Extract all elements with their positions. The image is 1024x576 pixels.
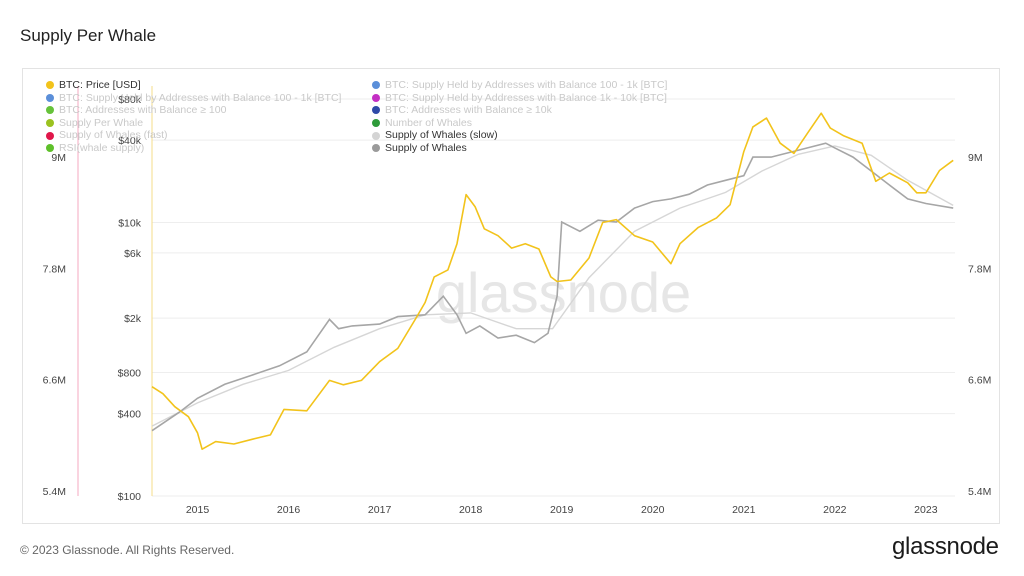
legend-item[interactable]: Supply of Whales (fast) <box>46 129 341 142</box>
legend-right: BTC: Supply Held by Addresses with Balan… <box>372 79 667 155</box>
legend-item[interactable]: RSI(whale supply) <box>46 142 341 155</box>
y-outer-tick-label: 7.8M <box>43 263 66 275</box>
chart-frame <box>22 68 1000 524</box>
legend-label: Number of Whales <box>385 116 472 129</box>
legend-dot-icon <box>46 93 54 102</box>
chart-title: Supply Per Whale <box>20 26 157 45</box>
legend-dot-icon <box>372 106 380 115</box>
legend-item[interactable]: Number of Whales <box>372 117 667 130</box>
legend-dot-icon <box>372 81 380 90</box>
y-left-tick-label: $400 <box>118 409 142 421</box>
legend-dot-icon <box>46 81 54 90</box>
legend-item[interactable]: BTC: Price [USD] <box>46 79 341 92</box>
x-tick-label: 2023 <box>914 504 938 516</box>
legend-item[interactable]: BTC: Addresses with Balance ≥ 10k <box>372 104 667 117</box>
series-btc-price-line <box>151 112 954 450</box>
y-left-tick-label: $10k <box>118 217 142 229</box>
legend-item[interactable]: BTC: Supply Held by Addresses with Balan… <box>372 92 667 105</box>
y-left-tick-label: $800 <box>118 368 142 380</box>
y-left-tick-label: $100 <box>118 491 142 503</box>
y-right-tick-label: 6.6M <box>968 375 991 387</box>
x-tick-label: 2020 <box>641 504 665 516</box>
y-left-tick-label: $80k <box>118 94 142 106</box>
x-tick-label: 2016 <box>277 504 301 516</box>
legend-item[interactable]: Supply of Whales <box>372 142 667 155</box>
legend-item[interactable]: BTC: Addresses with Balance ≥ 100 <box>46 104 341 117</box>
legend-dot-icon <box>46 131 54 140</box>
legend-label: BTC: Supply Held by Addresses with Balan… <box>59 91 342 104</box>
legend-item[interactable]: Supply of Whales (slow) <box>372 129 667 142</box>
legend-label: Supply of Whales (slow) <box>385 129 498 142</box>
y-right-tick-label: 5.4M <box>968 486 991 498</box>
x-tick-label: 2017 <box>368 504 392 516</box>
legend-label: BTC: Supply Held by Addresses with Balan… <box>385 91 667 104</box>
x-tick-label: 2018 <box>459 504 483 516</box>
y-outer-tick-label: 9M <box>51 152 66 164</box>
legend-label: BTC: Addresses with Balance ≥ 10k <box>385 104 552 117</box>
legend-item[interactable]: BTC: Supply Held by Addresses with Balan… <box>46 92 341 105</box>
y-right-tick-label: 9M <box>968 152 983 164</box>
legend-label: BTC: Supply Held by Addresses with Balan… <box>385 79 668 91</box>
x-tick-label: 2015 <box>186 504 210 516</box>
legend-label: Supply of Whales (fast) <box>59 129 168 142</box>
legend-item[interactable]: Supply Per Whale <box>46 117 341 130</box>
legend-dot-icon <box>372 119 380 128</box>
y-right-tick-label: 7.8M <box>968 263 991 275</box>
x-tick-label: 2021 <box>732 504 756 516</box>
legend-dot-icon <box>372 131 380 140</box>
legend-label: RSI(whale supply) <box>59 141 145 154</box>
x-tick-label: 2019 <box>550 504 574 516</box>
series-supply-of-whales-line <box>151 142 954 432</box>
legend-label: BTC: Addresses with Balance ≥ 100 <box>59 104 227 117</box>
y-outer-tick-label: 6.6M <box>43 375 66 387</box>
copyright-footer: © 2023 Glassnode. All Rights Reserved. <box>20 543 235 557</box>
legend-dot-icon <box>372 93 380 102</box>
y-outer-tick-label: 5.4M <box>43 486 66 498</box>
glassnode-logo: glassnode <box>892 533 999 560</box>
legend-label: Supply Per Whale <box>59 116 144 129</box>
legend-label: Supply of Whales <box>385 141 467 154</box>
legend-dot-icon <box>372 144 380 153</box>
series-supply-of-whales-slow-line <box>151 145 954 427</box>
legend-item[interactable]: BTC: Supply Held by Addresses with Balan… <box>372 79 667 92</box>
legend-dot-icon <box>46 106 54 115</box>
y-left-tick-label: $6k <box>124 248 142 260</box>
y-left-tick-label: $2k <box>124 313 142 325</box>
legend-left: BTC: Price [USD] BTC: Supply Held by Addr… <box>46 79 341 155</box>
legend-label: BTC: Price [USD] <box>59 79 141 91</box>
legend-dot-icon <box>46 144 54 153</box>
x-tick-label: 2022 <box>823 504 847 516</box>
legend-dot-icon <box>46 119 54 128</box>
y-left-tick-label: $40k <box>118 135 142 147</box>
